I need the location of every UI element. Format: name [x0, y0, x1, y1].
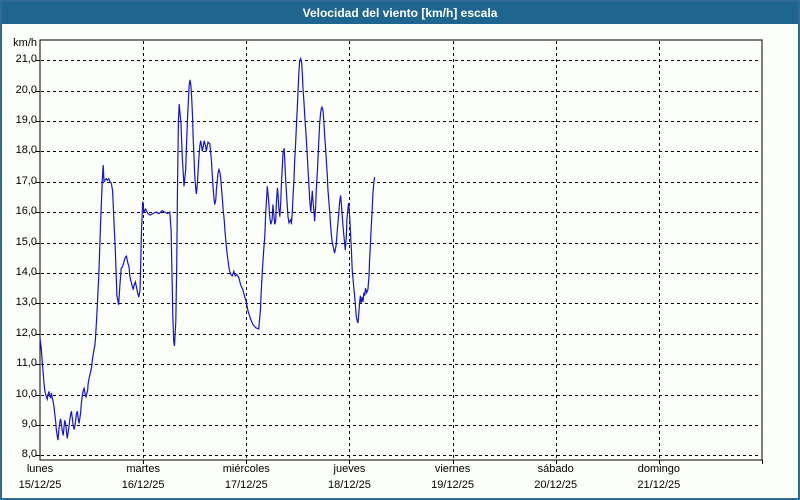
y-tick-label: 21,0 — [15, 53, 37, 65]
x-date-label: 17/12/25 — [224, 479, 268, 491]
x-day-label: miércoles — [222, 463, 270, 475]
y-tick-label: 13,0 — [15, 296, 37, 308]
chart-area: km/h 21,0 20,0 19,0 18,0 17,0 16,0 15,0 14,0 13,… — [2, 24, 798, 498]
y-tick-label: 17,0 — [15, 175, 37, 187]
wind-speed-line-chart — [36, 39, 763, 464]
x-date-label: 16/12/25 — [121, 479, 165, 491]
y-tick-label: 16,0 — [15, 205, 37, 217]
x-date-label: 18/12/25 — [328, 479, 371, 491]
x-day-label: viernes — [434, 463, 471, 475]
y-tick-label: 12,0 — [15, 327, 37, 339]
x-day-label: lunes — [26, 463, 54, 475]
x-date-label: 20/12/25 — [534, 479, 578, 491]
y-tick-label: 10,0 — [15, 388, 37, 400]
y-tick-label: 15,0 — [15, 236, 37, 248]
title-bar: Velocidad del viento [km/h] escala — [2, 2, 798, 24]
x-date-label: 19/12/25 — [431, 479, 474, 491]
x-day-label: jueves — [333, 463, 366, 475]
y-tick-label: 9,0 — [21, 418, 37, 430]
y-tick-label: 14,0 — [15, 266, 37, 278]
x-day-label: martes — [126, 463, 160, 475]
x-day-label: sábado — [537, 463, 574, 475]
x-date-label: 15/12/25 — [18, 479, 62, 491]
y-tick-label: 20,0 — [15, 84, 37, 96]
y-tick-label: 19,0 — [15, 114, 37, 126]
y-tick-label: 11,0 — [16, 357, 37, 369]
window-title: Velocidad del viento [km/h] escala — [302, 6, 498, 20]
wind-speed-series — [39, 56, 376, 441]
plot-frame — [39, 39, 763, 461]
y-tick-label: 8,0 — [21, 448, 37, 460]
x-day-label: domingo — [637, 463, 680, 475]
x-date-label: 21/12/25 — [637, 479, 681, 491]
y-axis-unit-label: km/h — [13, 37, 37, 49]
y-tick-label: 18,0 — [15, 144, 37, 156]
